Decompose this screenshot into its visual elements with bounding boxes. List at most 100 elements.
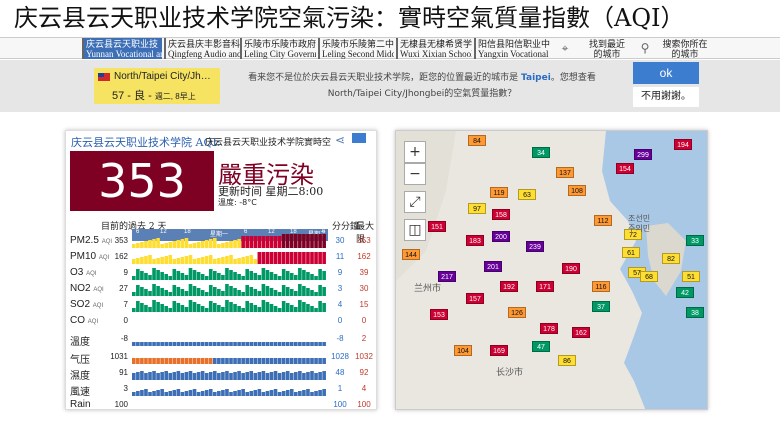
pollutant-row[interactable]: O3 AQI 9 9 39	[66, 265, 376, 281]
nearest-city-aqi-level: 良	[134, 90, 146, 102]
aqi-map-marker[interactable]: 183	[466, 235, 484, 246]
aqi-map-marker[interactable]: 84	[468, 135, 486, 146]
aqi-map-marker[interactable]: 151	[428, 221, 446, 232]
aqi-map-marker[interactable]: 126	[508, 307, 526, 318]
aqi-map-marker[interactable]: 190	[562, 263, 580, 274]
aqi-map-marker[interactable]: 157	[466, 293, 484, 304]
aqi-map-marker[interactable]: 47	[532, 341, 550, 352]
aqi-map-marker[interactable]: 239	[526, 241, 544, 252]
history-bar	[140, 371, 144, 380]
history-bar	[188, 300, 193, 312]
aqi-map-marker[interactable]: 158	[492, 209, 510, 220]
history-bar	[294, 252, 298, 264]
aqi-map-marker[interactable]: 200	[492, 231, 510, 242]
aqi-map-marker[interactable]: 154	[616, 163, 634, 174]
station-tab[interactable]: 庆云县云天职业技 Yunnan Vocational and	[82, 38, 162, 59]
zoom-in-button[interactable]: +	[404, 141, 426, 163]
aqi-map-marker[interactable]: 299	[634, 149, 652, 160]
history-bar	[261, 300, 266, 312]
aqi-map-marker[interactable]: 86	[558, 355, 576, 366]
time-axis-label: 18	[184, 229, 191, 235]
aqi-map-marker[interactable]: 51	[682, 271, 700, 282]
aqi-map-marker[interactable]: 104	[454, 345, 472, 356]
aqi-map-marker[interactable]: 201	[484, 261, 502, 272]
aqi-map-marker[interactable]: 72	[624, 229, 642, 240]
aqi-map-marker[interactable]: 33	[686, 235, 704, 246]
aqi-map-marker[interactable]: 169	[490, 345, 508, 356]
aqi-map-marker[interactable]: 82	[662, 253, 680, 264]
history-bar	[196, 242, 201, 248]
aqi-map-marker[interactable]: 112	[594, 215, 612, 226]
pollutant-row[interactable]: 气压 1031 1028 1032	[66, 349, 376, 366]
history-bar	[265, 342, 270, 346]
aqi-map-marker[interactable]: 34	[532, 147, 550, 158]
aqi-map-marker[interactable]: 194	[674, 139, 692, 150]
pollutant-row[interactable]: Rain 100 100 100	[66, 397, 376, 409]
search-icon[interactable]: ⚲	[640, 41, 650, 55]
aqi-map-marker[interactable]: 171	[536, 281, 554, 292]
pollutant-row[interactable]: 溫度 -8 -8 2	[66, 331, 376, 348]
aqi-map-marker[interactable]: 42	[676, 287, 694, 298]
history-bar	[136, 269, 140, 280]
pollutant-row[interactable]: PM10 AQI 162 11 162	[66, 249, 376, 265]
share-icon[interactable]: ⋖	[335, 133, 346, 147]
ok-button[interactable]: ok	[633, 62, 699, 84]
aqi-map-marker[interactable]: 119	[490, 187, 508, 198]
no-thanks-button[interactable]: 不用謝謝。	[633, 87, 699, 107]
widget-expand-icon[interactable]	[352, 133, 366, 143]
widget-title[interactable]: 庆云县云天职业技术学院 AQI:	[71, 136, 221, 149]
history-bar	[184, 372, 189, 380]
aqi-map-marker[interactable]: 116	[592, 281, 610, 292]
pollutant-label: O3	[70, 267, 84, 278]
zoom-out-button[interactable]: −	[404, 163, 426, 185]
pollutant-name: PM2.5 AQI	[70, 235, 112, 246]
aqi-map-marker[interactable]: 97	[468, 203, 486, 214]
pollutant-row[interactable]: 風速 3 1 4	[66, 381, 376, 398]
history-bar	[160, 244, 164, 248]
find-nearest-city-button[interactable]: 找到最近 的城市	[582, 39, 632, 59]
nearest-city-card[interactable]: North/Taipei City/Jh… 57 - 良 - 週二, 8早上	[94, 68, 220, 104]
pollutant-row[interactable]: CO AQI 0 0 0	[66, 313, 376, 329]
history-bar	[253, 259, 258, 264]
aqi-map-marker[interactable]: 162	[572, 327, 590, 338]
history-bar	[261, 392, 266, 396]
history-bar	[294, 342, 298, 346]
history-bar	[180, 273, 185, 280]
aqi-map-marker[interactable]: 61	[622, 247, 640, 258]
aqi-map[interactable]: 84 34 194 299 154 137 119 63 108 97 158 200 151 183 23…	[395, 130, 708, 410]
aqi-map-marker[interactable]: 68	[640, 271, 658, 282]
history-bar	[289, 252, 294, 264]
pollutant-row[interactable]: SO2 AQI 7 4 15	[66, 297, 376, 313]
target-icon[interactable]: ⌖	[561, 41, 569, 55]
aqi-map-marker[interactable]: 137	[556, 167, 574, 178]
message-city-link[interactable]: Taipei	[521, 73, 551, 83]
history-bar	[196, 272, 201, 280]
station-tab-subtitle: Yangxin Vocational Se	[478, 49, 550, 59]
aqi-map-marker[interactable]: 178	[540, 323, 558, 334]
history-bar	[140, 271, 144, 280]
pollutant-row[interactable]: PM2.5 AQI 353 30 353	[66, 233, 376, 249]
aqi-map-marker[interactable]: 38	[686, 307, 704, 318]
history-bar	[156, 286, 160, 296]
expand-icon[interactable]: ⤢	[404, 191, 426, 213]
aqi-map-marker[interactable]: 37	[592, 301, 610, 312]
aqi-map-marker[interactable]: 144	[402, 249, 420, 260]
history-bar	[265, 286, 270, 296]
aqi-map-marker[interactable]: 108	[568, 185, 586, 196]
pollutant-value: 100	[114, 400, 128, 409]
aqi-map-marker[interactable]: 153	[430, 309, 448, 320]
map-layers-icon[interactable]: ◫	[404, 219, 426, 241]
history-bar	[160, 358, 164, 364]
aqi-map-marker[interactable]: 192	[500, 281, 518, 292]
pollutant-row[interactable]: 濕度 91 48 92	[66, 365, 376, 382]
aqi-map-marker[interactable]: 217	[438, 271, 456, 282]
pollutant-row[interactable]: NO2 AQI 27 3 30	[66, 281, 376, 297]
map-label: 조선민	[628, 214, 651, 223]
search-city-button[interactable]: 搜索你所在 的城市	[656, 39, 714, 59]
aqi-map-marker[interactable]: 63	[518, 189, 536, 200]
